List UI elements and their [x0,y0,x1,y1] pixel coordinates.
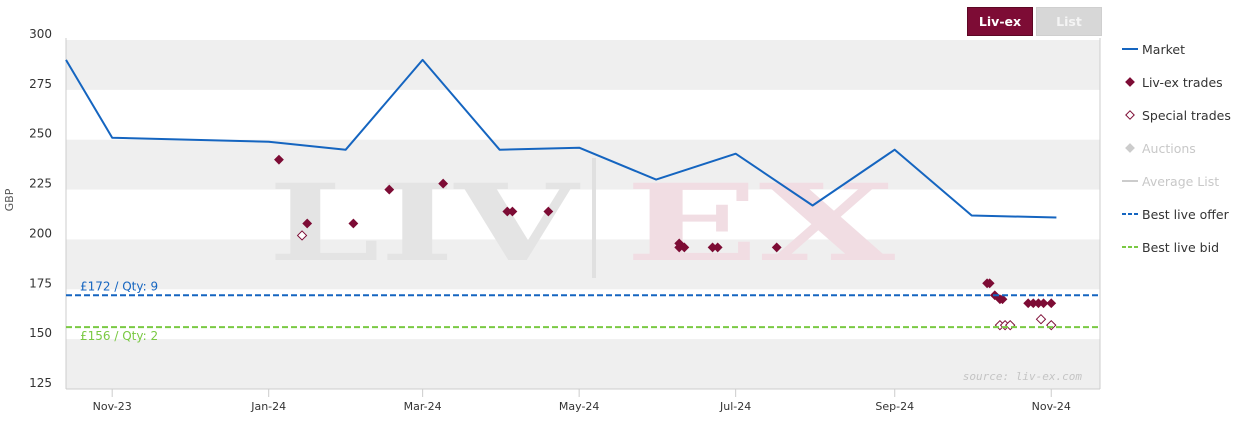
watermark-divider [592,158,596,278]
grid-band [66,139,1100,190]
legend-item-best-live-offer[interactable]: Best live offer [1122,207,1230,222]
x-tick-label: Jan-24 [250,400,286,413]
legend-label: Average List [1142,174,1219,189]
y-axis-label: GBP [3,188,16,211]
y-tick-label: 150 [29,326,52,340]
source-text: source: liv-ex.com [963,370,1083,383]
legend-label: Special trades [1142,108,1231,123]
livex-trade-point[interactable] [543,206,554,217]
grid-band [66,339,1100,389]
livex-trade-point[interactable] [984,278,995,289]
watermark-right: EX [625,160,896,285]
livex-trade-point[interactable] [507,206,518,217]
livex-trade-point[interactable] [348,218,359,229]
y-tick-label: 125 [29,376,52,390]
livex-trade-point[interactable] [707,242,718,253]
x-tick-label: Mar-24 [404,400,442,413]
y-tick-label: 275 [29,77,52,91]
livex-trade-point[interactable] [274,154,284,165]
y-tick-label: 200 [29,226,52,240]
livex-trade-point[interactable] [1046,298,1057,309]
best-live-offer-label: £172 / Qty: 9 [80,279,158,293]
legend-label: Market [1142,42,1185,57]
legend-diamond-swatch [1125,77,1135,87]
special-trade-point[interactable] [296,230,308,241]
best-live-bid-label: £156 / Qty: 2 [80,329,158,343]
livex-trade-point[interactable] [771,242,782,253]
legend-label: Liv-ex trades [1142,75,1223,90]
special-trade-point[interactable] [1035,313,1047,325]
legend-label: Best live bid [1142,240,1219,255]
legend-item-auctions[interactable]: Auctions [1125,141,1196,156]
legend-item-special-trades[interactable]: Special trades [1125,108,1231,123]
livex-trade-point[interactable] [384,184,395,195]
x-tick-label: Nov-24 [1032,400,1071,413]
legend-label: Auctions [1142,141,1196,156]
y-tick-label: 225 [29,177,52,191]
x-tick-label: Sep-24 [875,400,914,413]
grid-band [66,40,1100,90]
grid-band [66,239,1100,290]
x-tick-label: Nov-23 [93,400,132,413]
legend-label: Best live offer [1142,207,1230,222]
legend: Market Liv-ex trades Special trades Auction… [1122,42,1231,255]
livex-trade-point[interactable] [1038,298,1049,309]
tab-livex[interactable]: Liv-ex [967,7,1033,36]
legend-item-best-live-bid[interactable]: Best live bid [1122,240,1219,255]
market-line [65,58,1057,219]
legend-diamond-swatch [1125,143,1135,153]
livex-watermark: LIV EX [268,158,896,285]
y-tick-label: 175 [29,276,52,290]
y-tick-label: 300 [29,27,52,41]
legend-diamond-swatch [1125,110,1135,120]
livex-trade-point[interactable] [679,242,690,253]
x-tick-label: May-24 [559,400,600,413]
livex-trade-point[interactable] [674,238,685,249]
legend-item-average-list[interactable]: Average List [1122,174,1219,189]
y-tick-label: 250 [29,127,52,141]
legend-item-market[interactable]: Market [1122,42,1185,57]
legend-item-liv-ex-trades[interactable]: Liv-ex trades [1125,75,1223,90]
special-trade-point[interactable] [1046,319,1057,331]
watermark-left: LIV [268,160,581,285]
chart-series: £172 / Qty: 9 £156 / Qty: 2 [65,58,1100,343]
livex-trade-point[interactable] [302,218,313,229]
chart-bands [66,40,1100,389]
x-tick-label: Jul-24 [719,400,751,413]
tab-list[interactable]: List [1036,7,1102,36]
chart-axes: 125 150 175 200 225 250 275 300 Nov-23 Jan-24 Mar-… [29,27,1101,413]
livex-trade-point[interactable] [438,178,449,189]
livex-trade-point[interactable] [997,294,1008,305]
